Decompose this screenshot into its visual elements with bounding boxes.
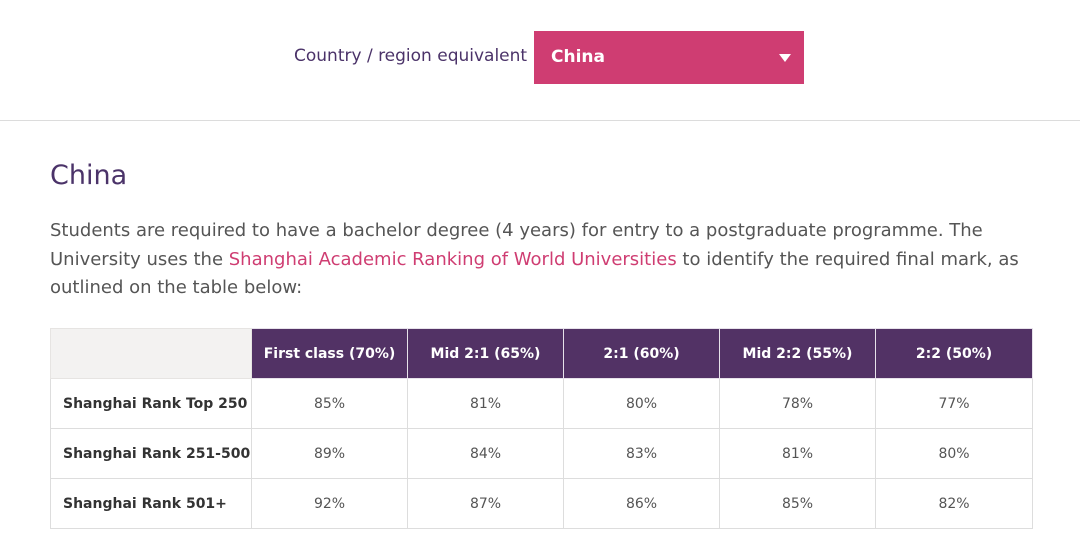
row-label: Shanghai Rank 251-500 bbox=[50, 428, 252, 479]
table-cell: 87% bbox=[407, 478, 564, 529]
country-select-value: China bbox=[551, 47, 605, 67]
table-cell: 92% bbox=[251, 478, 408, 529]
table-cell: 77% bbox=[875, 378, 1033, 429]
table-cell: 82% bbox=[875, 478, 1033, 529]
row-label: Shanghai Rank 501+ bbox=[50, 478, 252, 529]
intro-paragraph: Students are required to have a bachelor… bbox=[50, 217, 1040, 303]
table-cell: 85% bbox=[251, 378, 408, 429]
intro-text-before: Students are required to have a bachelor… bbox=[50, 220, 983, 270]
intro-text-after: to identify the required final mark, as … bbox=[50, 248, 1019, 299]
caret-down-icon bbox=[779, 54, 791, 62]
country-select-label: Country / region equivalent bbox=[294, 46, 528, 66]
country-filter-bar: Country / region equivalent China bbox=[0, 0, 1080, 121]
table-cell: 81% bbox=[407, 378, 564, 429]
table-row: Shanghai Rank Top 250 85% 81% 80% 78% 77… bbox=[50, 378, 1033, 429]
table-corner-cell bbox=[50, 328, 252, 379]
table-row: Shanghai Rank 251-500 89% 84% 83% 81% 80… bbox=[50, 428, 1033, 479]
column-header: Mid 2:1 (65%) bbox=[407, 328, 564, 379]
table-row: Shanghai Rank 501+ 92% 87% 86% 85% 82% bbox=[50, 478, 1033, 529]
table-cell: 89% bbox=[251, 428, 408, 479]
table-cell: 80% bbox=[563, 378, 720, 429]
column-header: First class (70%) bbox=[251, 328, 408, 379]
column-header: 2:2 (50%) bbox=[875, 328, 1033, 379]
grade-requirements-table: First class (70%) Mid 2:1 (65%) 2:1 (60%… bbox=[50, 328, 1033, 529]
country-select[interactable]: China bbox=[534, 31, 804, 84]
table-cell: 80% bbox=[875, 428, 1033, 479]
shanghai-ranking-link[interactable]: Shanghai Academic Ranking of World Unive… bbox=[228, 248, 677, 270]
table-cell: 78% bbox=[719, 378, 876, 429]
column-header: 2:1 (60%) bbox=[563, 328, 720, 379]
table-header-row: First class (70%) Mid 2:1 (65%) 2:1 (60%… bbox=[50, 328, 1033, 379]
section-title: China bbox=[50, 160, 128, 191]
table-cell: 81% bbox=[719, 428, 876, 479]
table-cell: 85% bbox=[719, 478, 876, 529]
table-cell: 86% bbox=[563, 478, 720, 529]
column-header: Mid 2:2 (55%) bbox=[719, 328, 876, 379]
row-label: Shanghai Rank Top 250 bbox=[50, 378, 252, 429]
table-cell: 84% bbox=[407, 428, 564, 479]
table-cell: 83% bbox=[563, 428, 720, 479]
